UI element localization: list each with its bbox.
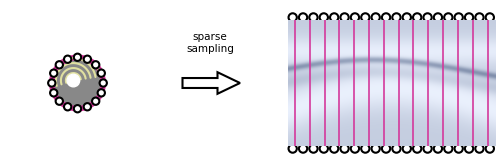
Circle shape [50, 89, 58, 96]
Circle shape [476, 144, 484, 153]
Circle shape [444, 13, 452, 22]
Circle shape [382, 13, 390, 22]
Circle shape [413, 13, 422, 22]
Circle shape [361, 13, 370, 22]
Circle shape [351, 13, 359, 22]
Circle shape [392, 13, 400, 22]
Circle shape [98, 70, 105, 77]
Circle shape [340, 13, 348, 22]
Circle shape [56, 61, 63, 68]
Circle shape [351, 144, 359, 153]
Circle shape [382, 144, 390, 153]
Circle shape [74, 54, 81, 61]
Circle shape [465, 13, 473, 22]
Circle shape [454, 13, 463, 22]
Circle shape [444, 144, 452, 153]
Circle shape [84, 56, 91, 63]
Circle shape [424, 13, 432, 22]
Circle shape [92, 98, 100, 105]
Circle shape [330, 144, 338, 153]
Circle shape [392, 144, 400, 153]
Circle shape [288, 144, 297, 153]
Circle shape [310, 13, 318, 22]
Circle shape [340, 144, 348, 153]
Circle shape [465, 144, 473, 153]
Circle shape [64, 103, 72, 110]
Circle shape [372, 144, 380, 153]
Circle shape [299, 13, 307, 22]
Circle shape [424, 144, 432, 153]
Circle shape [361, 144, 370, 153]
Circle shape [372, 13, 380, 22]
Circle shape [92, 61, 100, 68]
Circle shape [434, 13, 442, 22]
Circle shape [288, 13, 297, 22]
Circle shape [64, 56, 72, 63]
Circle shape [486, 144, 494, 153]
Circle shape [48, 79, 56, 87]
Circle shape [320, 13, 328, 22]
Circle shape [330, 13, 338, 22]
Circle shape [84, 103, 91, 110]
Circle shape [100, 79, 107, 87]
Circle shape [454, 144, 463, 153]
Circle shape [50, 70, 58, 77]
Circle shape [67, 74, 80, 87]
Circle shape [320, 144, 328, 153]
Circle shape [56, 98, 63, 105]
Circle shape [402, 13, 411, 22]
FancyArrow shape [182, 72, 240, 94]
Circle shape [402, 144, 411, 153]
Text: sparse
sampling: sparse sampling [186, 32, 234, 54]
Circle shape [310, 144, 318, 153]
Circle shape [74, 105, 81, 112]
Circle shape [299, 144, 307, 153]
Circle shape [98, 89, 105, 96]
Circle shape [486, 13, 494, 22]
Circle shape [413, 144, 422, 153]
Circle shape [434, 144, 442, 153]
Circle shape [52, 57, 103, 109]
Circle shape [476, 13, 484, 22]
